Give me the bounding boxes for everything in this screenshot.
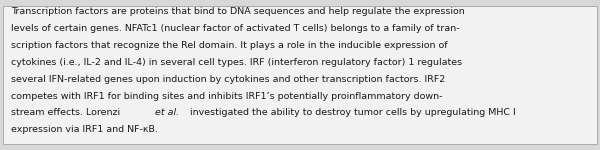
Text: investigated the ability to destroy tumor cells by upregulating MHC I: investigated the ability to destroy tumo… (187, 108, 515, 117)
Text: competes with IRF1 for binding sites and inhibits IRF1’s potentially proinflamma: competes with IRF1 for binding sites and… (11, 92, 442, 100)
Text: levels of certain genes. NFATc1 (nuclear factor of activated T cells) belongs to: levels of certain genes. NFATc1 (nuclear… (11, 24, 460, 33)
Text: Transcription factors are proteins that bind to DNA sequences and help regulate : Transcription factors are proteins that … (11, 7, 464, 16)
Text: cytokines (i.e., IL-2 and IL-4) in several cell types. IRF (interferon regulator: cytokines (i.e., IL-2 and IL-4) in sever… (11, 58, 462, 67)
Text: stream effects. Lorenzi: stream effects. Lorenzi (11, 108, 123, 117)
Text: several IFN-related genes upon induction by cytokines and other transcription fa: several IFN-related genes upon induction… (11, 75, 445, 84)
Text: scription factors that recognize the Rel domain. It plays a role in the inducibl: scription factors that recognize the Rel… (11, 41, 448, 50)
Text: expression via IRF1 and NF-κB.: expression via IRF1 and NF-κB. (11, 125, 158, 134)
FancyBboxPatch shape (3, 6, 597, 144)
Text: et al.: et al. (155, 108, 179, 117)
